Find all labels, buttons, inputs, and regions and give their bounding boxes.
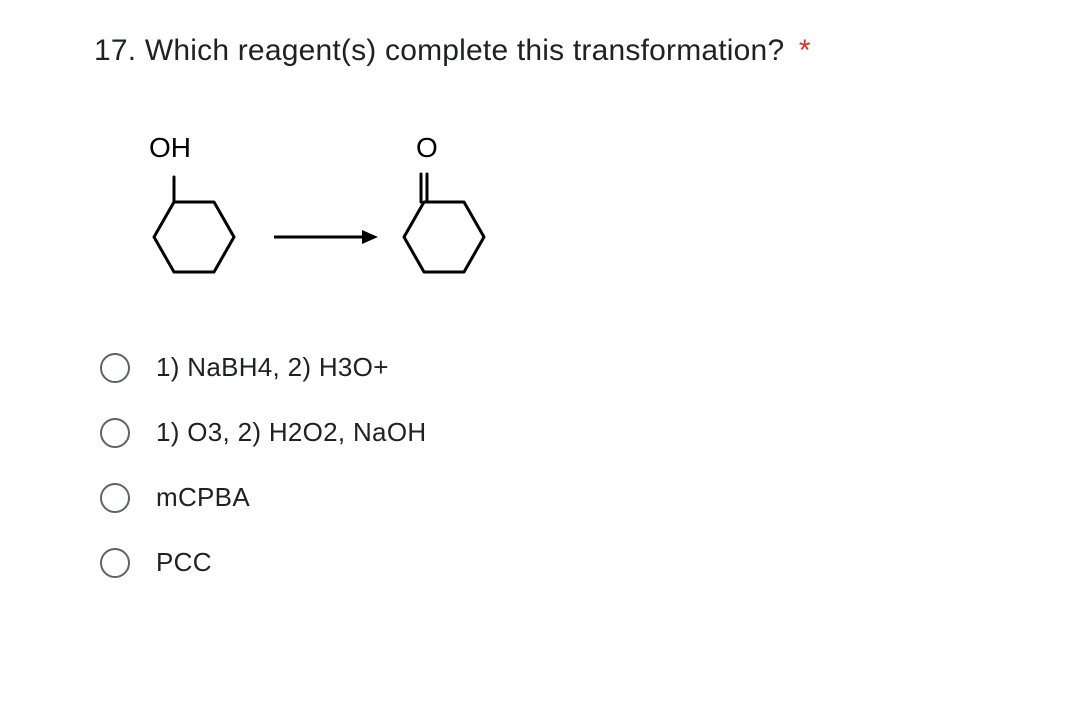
radio-icon[interactable] (100, 483, 130, 513)
reactant-substituent-label: OH (149, 132, 191, 163)
required-asterisk: * (799, 34, 811, 67)
question-number: 17. (94, 34, 136, 67)
product-substituent-label: O (416, 132, 438, 163)
reaction-scheme: OH O (114, 112, 1000, 312)
option-c[interactable]: mCPBA (100, 482, 1000, 513)
reactant-cyclohexanol (154, 177, 234, 272)
reaction-arrow (274, 230, 378, 244)
radio-icon[interactable] (100, 418, 130, 448)
option-a[interactable]: 1) NaBH4, 2) H3O+ (100, 352, 1000, 383)
option-label: mCPBA (156, 482, 250, 513)
question-text: 17. Which reagent(s) complete this trans… (94, 34, 1000, 68)
option-label: PCC (156, 547, 212, 578)
option-label: 1) O3, 2) H2O2, NaOH (156, 417, 426, 448)
reaction-svg: OH O (114, 112, 514, 312)
radio-icon[interactable] (100, 548, 130, 578)
options-group: 1) NaBH4, 2) H3O+ 1) O3, 2) H2O2, NaOH m… (100, 352, 1000, 578)
question-body: Which reagent(s) complete this transform… (145, 34, 784, 67)
option-label: 1) NaBH4, 2) H3O+ (156, 352, 389, 383)
option-d[interactable]: PCC (100, 547, 1000, 578)
option-b[interactable]: 1) O3, 2) H2O2, NaOH (100, 417, 1000, 448)
radio-icon[interactable] (100, 353, 130, 383)
product-cyclohexanone (404, 174, 484, 272)
